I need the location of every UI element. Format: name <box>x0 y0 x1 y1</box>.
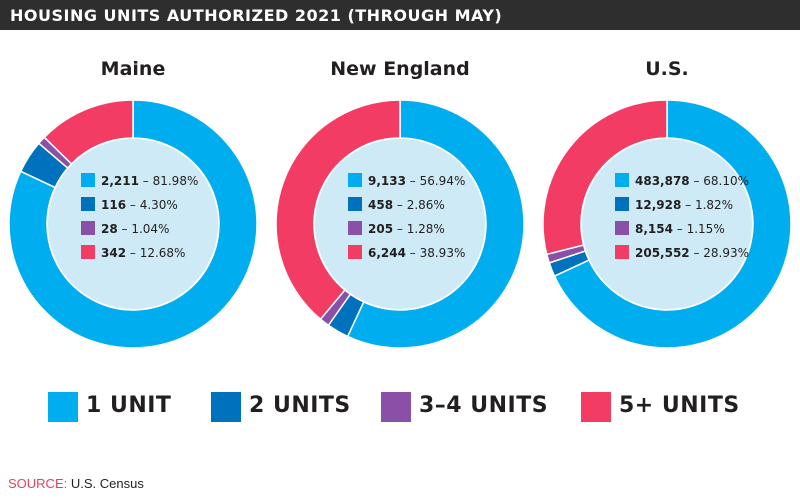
center-swatch-3-4-units-us <box>615 221 629 235</box>
center-swatch-1-unit-new-england <box>348 173 362 187</box>
chart-title-us: U.S. <box>645 58 689 80</box>
chart-title-new-england: New England <box>330 58 470 80</box>
chart-title-maine: Maine <box>100 58 166 80</box>
center-swatch-2-units-maine <box>81 197 95 211</box>
donut-slice-5-plus-units-maine <box>43 99 134 165</box>
legend-swatch-5-plus-units <box>581 392 611 422</box>
donut-slice-5-plus-units-us <box>542 99 668 256</box>
legend: 1 UNIT 2 UNITS 3–4 UNITS 5+ UNITS <box>48 392 768 422</box>
source-text: U.S. Census <box>70 476 144 491</box>
data-label-2-units-maine: 116 – 4.30% <box>101 198 178 212</box>
data-label-5-plus-units-new-england: 6,244 – 38.93% <box>368 246 465 260</box>
data-label-3-4-units-new-england: 205 – 1.28% <box>368 222 445 236</box>
center-swatch-3-4-units-new-england <box>348 221 362 235</box>
center-swatch-5-plus-units-maine <box>81 245 95 259</box>
data-label-5-plus-units-us: 205,552 – 28.93% <box>635 246 749 260</box>
legend-label-2-units: 2 UNITS <box>249 393 351 418</box>
donut-chart-new-england: 9,133 – 56.94% 458 – 2.86% 205 – 1.28% 6,24… <box>275 99 525 349</box>
data-label-2-units-us: 12,928 – 1.82% <box>635 198 733 212</box>
legend-label-1-unit: 1 UNIT <box>86 393 172 418</box>
center-swatch-2-units-new-england <box>348 197 362 211</box>
data-label-3-4-units-maine: 28 – 1.04% <box>101 222 169 236</box>
data-label-1-unit-maine: 2,211 – 81.98% <box>101 174 198 188</box>
data-label-3-4-units-us: 8,154 – 1.15% <box>635 222 725 236</box>
donut-slice-1-unit-maine <box>8 99 258 349</box>
header-bar: HOUSING UNITS AUTHORIZED 2021 (THROUGH M… <box>0 0 800 30</box>
data-label-1-unit-new-england: 9,133 – 56.94% <box>368 174 465 188</box>
legend-label-3-4-units: 3–4 UNITS <box>419 393 549 418</box>
chart-header-title: HOUSING UNITS AUTHORIZED 2021 (THROUGH M… <box>10 6 503 25</box>
legend-swatch-1-unit <box>48 392 78 422</box>
legend-swatch-2-units <box>211 392 241 422</box>
legend-label-5-plus-units: 5+ UNITS <box>619 393 740 418</box>
donut-chart-us: 483,878 – 68.10% 12,928 – 1.82% 8,154 – 1.… <box>542 99 792 349</box>
data-label-2-units-new-england: 458 – 2.86% <box>368 198 445 212</box>
donut-chart-maine: 2,211 – 81.98% 116 – 4.30% 28 – 1.04% 342 –… <box>8 99 258 349</box>
source-note: SOURCE: U.S. Census <box>8 476 144 491</box>
data-label-1-unit-us: 483,878 – 68.10% <box>635 174 749 188</box>
center-swatch-5-plus-units-us <box>615 245 629 259</box>
center-swatch-5-plus-units-new-england <box>348 245 362 259</box>
data-label-5-plus-units-maine: 342 – 12.68% <box>101 246 185 260</box>
center-swatch-2-units-us <box>615 197 629 211</box>
source-label: SOURCE: <box>8 476 68 491</box>
donut-slice-5-plus-units-new-england <box>275 99 401 321</box>
center-swatch-3-4-units-maine <box>81 221 95 235</box>
donut-slice-1-unit-us <box>553 99 792 349</box>
legend-swatch-3-4-units <box>381 392 411 422</box>
center-swatch-1-unit-maine <box>81 173 95 187</box>
center-swatch-1-unit-us <box>615 173 629 187</box>
donut-slice-1-unit-new-england <box>346 99 525 349</box>
